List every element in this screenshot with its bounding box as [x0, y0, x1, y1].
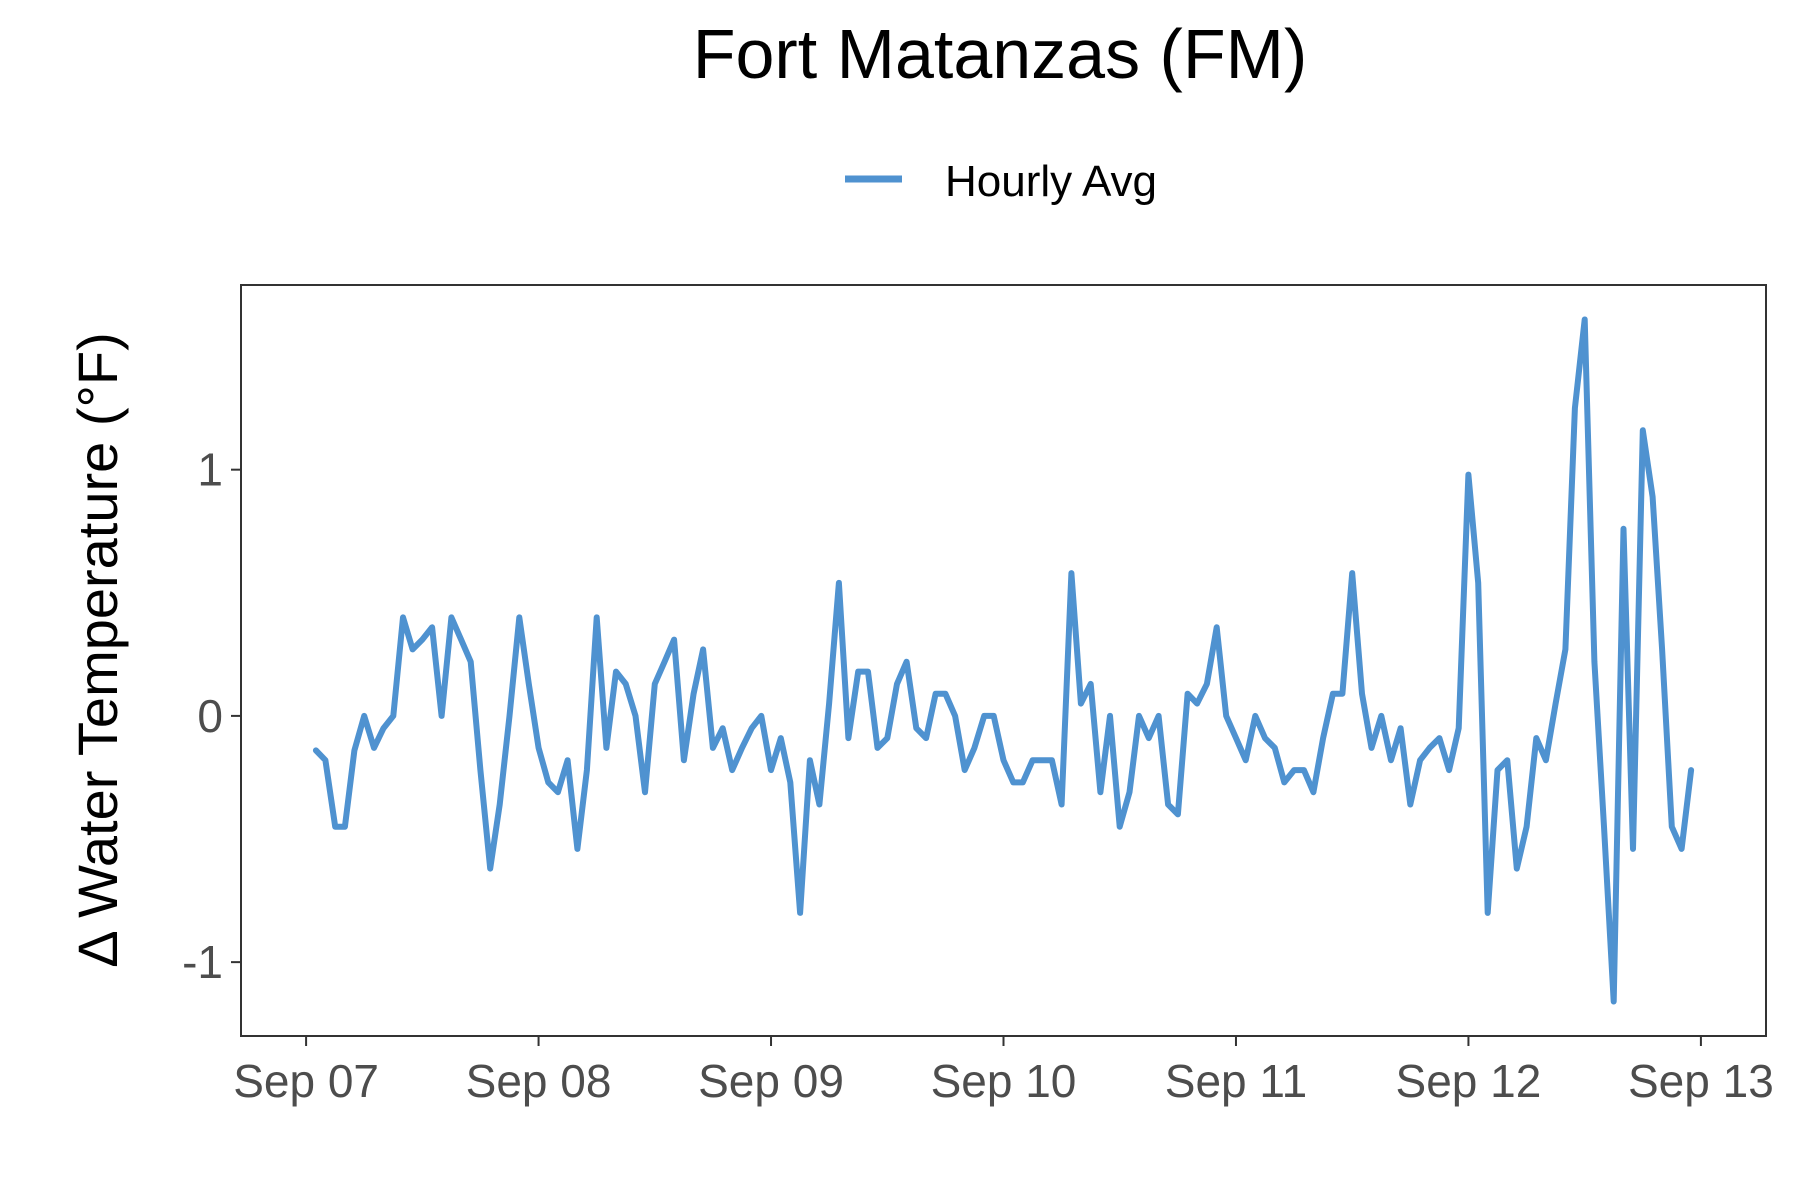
x-axis: Sep 07 Sep 08 Sep 09 Sep 10 Sep 11 Sep 12 Sep … [233, 1036, 1774, 1107]
x-tick-label: Sep 13 [1628, 1055, 1774, 1107]
y-axis-label: Δ Water Temperature (°F) [66, 332, 129, 968]
x-tick-label: Sep 08 [466, 1055, 612, 1107]
series-line-hourly-avg [312, 316, 1695, 1005]
y-tick-label: -1 [182, 936, 223, 988]
legend-label: Hourly Avg [945, 157, 1157, 206]
series-layer [312, 316, 1695, 1005]
x-tick-label: Sep 07 [233, 1055, 379, 1107]
x-tick-label: Sep 10 [931, 1055, 1077, 1107]
y-axis: 1 0 -1 [182, 444, 241, 988]
y-tick-label: 0 [197, 690, 223, 742]
x-tick-label: Sep 11 [1165, 1055, 1307, 1107]
legend: Hourly Avg [845, 157, 1157, 206]
y-tick-label: 1 [197, 444, 223, 496]
x-tick-label: Sep 12 [1396, 1055, 1542, 1107]
chart-title: Fort Matanzas (FM) [693, 15, 1308, 93]
x-tick-label: Sep 09 [698, 1055, 844, 1107]
